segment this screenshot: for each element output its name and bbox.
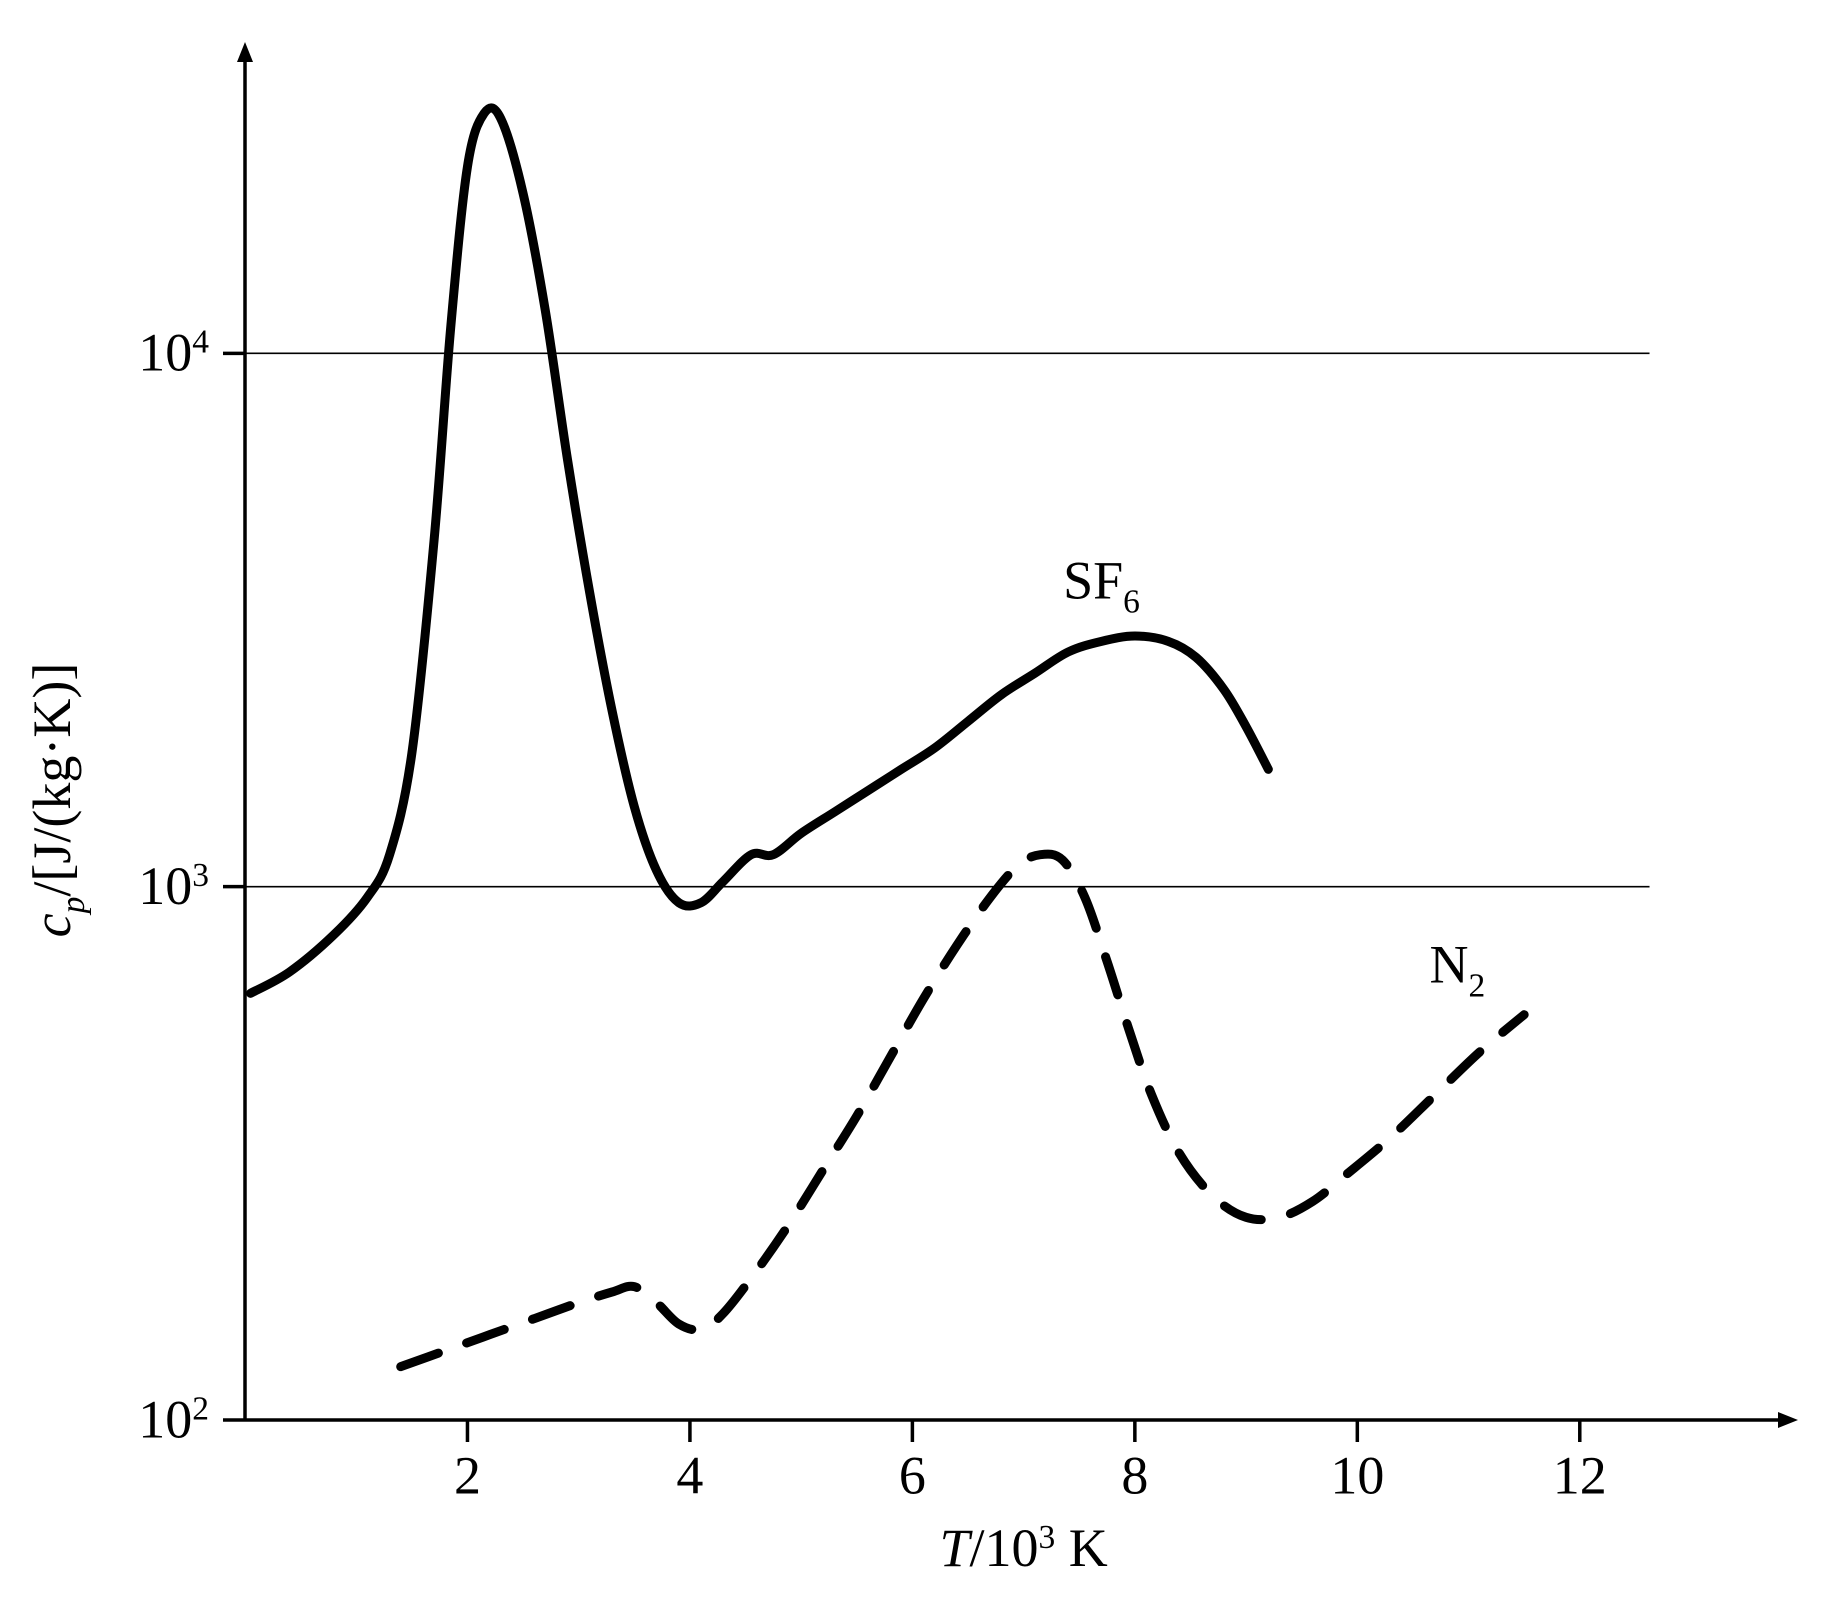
series-n2 [401, 854, 1524, 1367]
x-tick-label: 8 [1121, 1445, 1148, 1505]
series-sf6-label: SF6 [1063, 551, 1140, 621]
y-tick-label: 103 [138, 856, 209, 916]
x-tick-label: 10 [1330, 1445, 1384, 1505]
series-n2-label: N2 [1430, 935, 1486, 1005]
y-tick-label: 104 [138, 323, 209, 383]
x-tick-label: 4 [676, 1445, 703, 1505]
y-tick-label: 102 [138, 1389, 209, 1449]
x-tick-label: 12 [1553, 1445, 1607, 1505]
chart-svg: 2 4 6 8 10 12 102 103 104 T/103 K cp/[J/(kg·K)] SF6… [0, 0, 1847, 1602]
heat-capacity-chart: 2 4 6 8 10 12 102 103 104 T/103 K cp/[J/(kg·K)] SF6… [0, 0, 1847, 1602]
y-axis-label: cp/[J/(kg·K)] [22, 663, 92, 938]
x-tick-label: 2 [454, 1445, 481, 1505]
x-axis-label: T/103 K [939, 1518, 1107, 1578]
x-tick-label: 6 [899, 1445, 926, 1505]
